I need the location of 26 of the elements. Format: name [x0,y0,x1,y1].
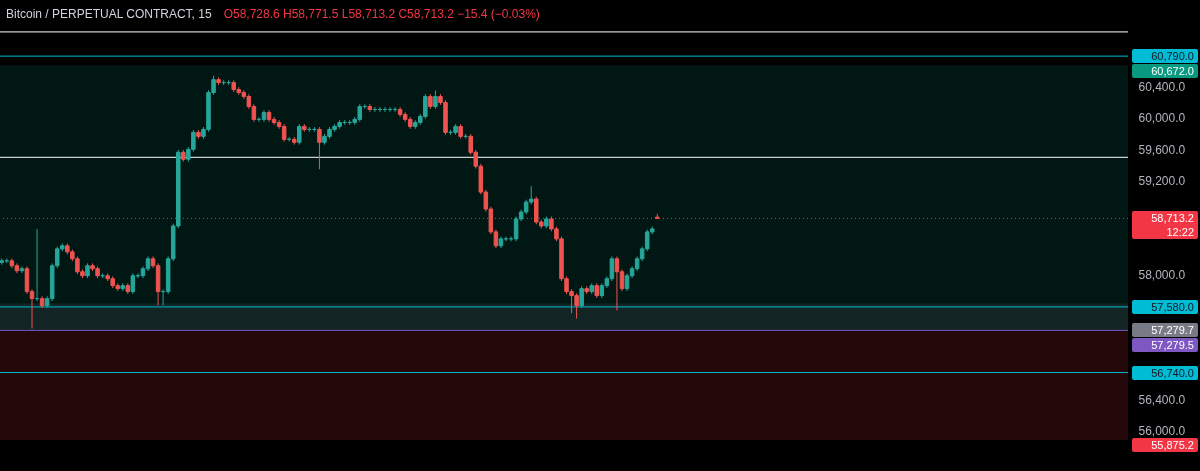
chart-title: Bitcoin / PERPETUAL CONTRACT, 15 [6,7,212,21]
ref-line-label: 57,580.0 [1132,299,1198,314]
y-tick-label: 59,600.0 [1138,142,1186,157]
candlestick [19,265,25,274]
candlestick [317,126,322,170]
chart-subtitle: O58,728.6 H58,771.5 L58,713.2 C58,713.2 −15.4 (−0.03%) [223,7,540,21]
candlestick [367,103,373,113]
y-tick-label: 56,000.0 [1138,423,1186,438]
y-tick-label: 58,000.0 [1138,267,1186,282]
band-label: 57,279.7 [1132,323,1198,338]
ref-line-label: 58,713.2 12:22 [1132,211,1198,240]
candlestick [614,255,620,311]
ref-line-label: 56,740.0 [1132,365,1198,380]
y-tick-label: 60,400.0 [1138,80,1186,95]
band-label: 60,672.0 [1132,64,1198,79]
candlestick [433,90,438,110]
candlestick [579,285,584,309]
band-label: 55,875.2 [1132,438,1198,453]
candlestick [297,123,302,146]
candlestick [24,265,30,295]
y-tick-label: 56,400.0 [1138,392,1186,407]
candlestick [130,272,136,295]
ref-line-label: 57,279.5 [1132,338,1198,353]
ref-line-label: 60,790.0 [1132,49,1198,64]
y-tick-label: 60,000.0 [1138,111,1186,126]
y-tick-label: 59,200.0 [1138,173,1186,188]
